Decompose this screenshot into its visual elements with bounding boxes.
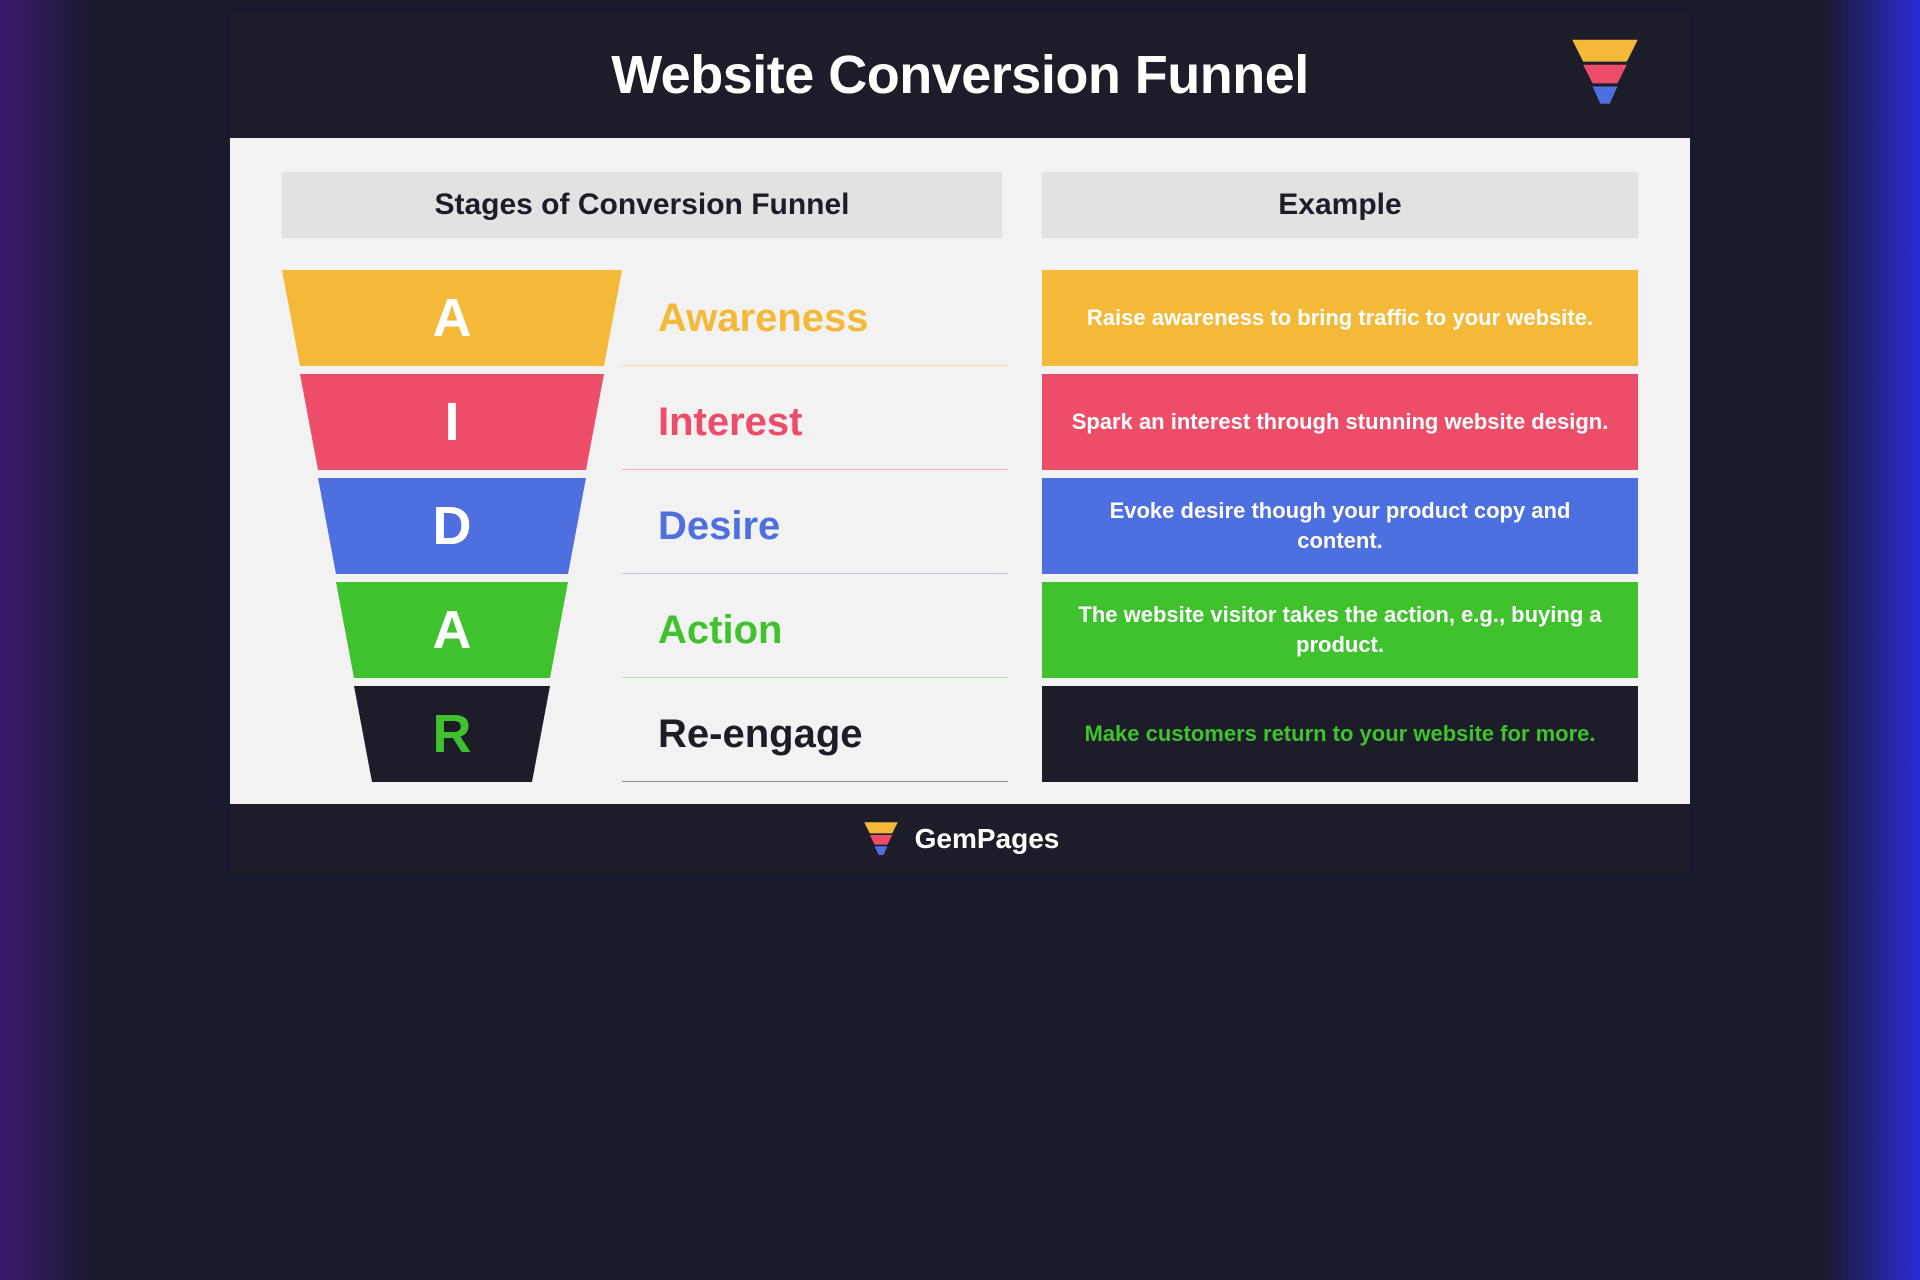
stage-name: Desire [622,504,1002,549]
footer-bar: GemPages [230,804,1690,874]
funnel-icon [861,819,901,859]
funnel-row-re-engage: RRe-engage [282,686,1002,782]
example-box-action: The website visitor takes the action, e.… [1042,582,1638,678]
funnel-icon [1566,34,1644,112]
content-grid: Stages of Conversion Funnel AAwarenessII… [230,138,1690,804]
funnel-letter: R [282,686,622,782]
stage-name: Interest [622,400,1002,445]
example-box-desire: Evoke desire though your product copy an… [1042,478,1638,574]
example-column: Example Raise awareness to bring traffic… [1042,172,1638,784]
brand-funnel-logo [1566,34,1644,117]
funnel-letter: I [282,374,622,470]
funnel-letter: D [282,478,622,574]
funnel-row-interest: IInterest [282,374,1002,470]
funnel-diagram: AAwarenessIInterestDDesireAActionRRe-eng… [282,270,1002,784]
funnel-letter: A [282,582,622,678]
footer-brand-label: GemPages [915,823,1060,855]
stage-name: Action [622,608,1002,653]
infographic-frame: Website Conversion Funnel Stages of Conv… [230,12,1690,874]
funnel-row-awareness: AAwareness [282,270,1002,366]
funnel-row-action: AAction [282,582,1002,678]
stage-name: Awareness [622,296,1002,341]
example-box-re-engage: Make customers return to your website fo… [1042,686,1638,782]
example-box-interest: Spark an interest through stunning websi… [1042,374,1638,470]
funnel-row-desire: DDesire [282,478,1002,574]
stages-column-header: Stages of Conversion Funnel [282,172,1002,238]
example-list: Raise awareness to bring traffic to your… [1042,270,1638,782]
stages-column: Stages of Conversion Funnel AAwarenessII… [282,172,1002,784]
funnel-letter: A [282,270,622,366]
page-title: Website Conversion Funnel [611,44,1309,106]
example-column-header: Example [1042,172,1638,238]
example-box-awareness: Raise awareness to bring traffic to your… [1042,270,1638,366]
header-bar: Website Conversion Funnel [230,12,1690,138]
stage-name: Re-engage [622,712,1002,757]
